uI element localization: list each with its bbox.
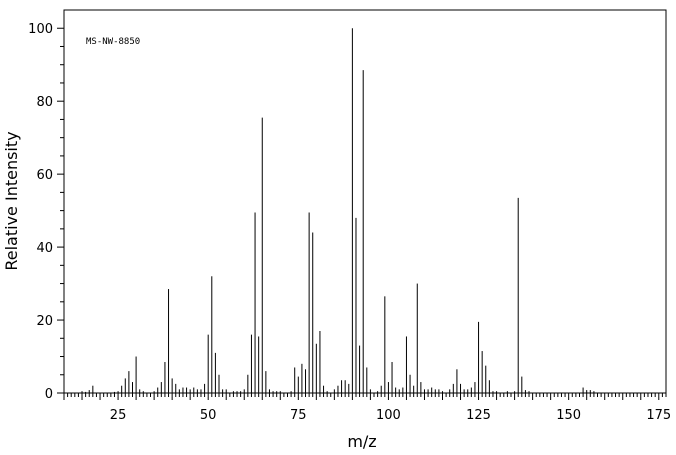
x-axis-ticks: 25 50 75 100 125 150 175: [63, 393, 671, 423]
x-tick-label: 125: [466, 408, 491, 423]
x-axis-title: m/z: [347, 432, 376, 451]
y-tick-label: 40: [36, 241, 53, 256]
y-axis-ticks: 0 20 40 60 80 100: [28, 22, 64, 402]
x-tick-label: 100: [376, 408, 401, 423]
y-tick-label: 20: [36, 314, 53, 329]
y-tick-label: 80: [36, 95, 53, 110]
x-tick-label: 75: [290, 408, 307, 423]
peaks-group: [81, 28, 595, 393]
y-tick-label: 100: [28, 22, 53, 37]
x-tick-label: 25: [110, 408, 127, 423]
plot-frame: [63, 9, 667, 394]
y-tick-label: 60: [36, 168, 53, 183]
x-tick-label: 50: [200, 408, 217, 423]
x-tick-label: 175: [646, 408, 671, 423]
y-tick-label: 0: [45, 387, 53, 402]
y-axis-title: Relative Intensity: [2, 131, 21, 270]
x-tick-label: 150: [556, 408, 581, 423]
spectrum-id-annotation: MS-NW-8850: [86, 37, 140, 47]
